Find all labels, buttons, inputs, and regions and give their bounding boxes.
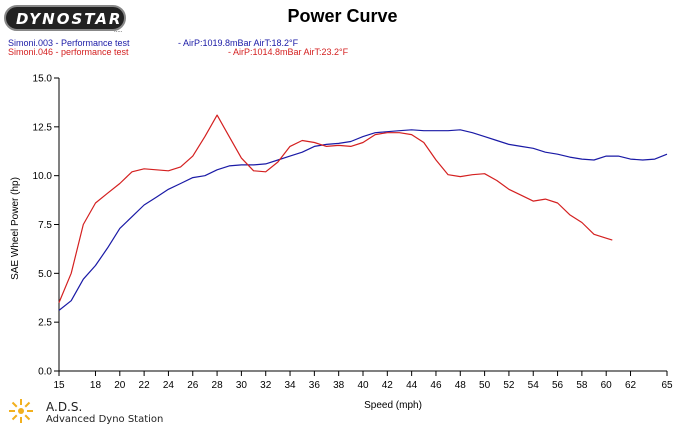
dynostar-logo: DYNOSTAR [4, 5, 126, 31]
x-tick-label: 26 [187, 380, 199, 391]
series-line-2 [58, 114, 613, 303]
x-tick-label: 32 [260, 380, 272, 391]
x-tick-label: 36 [309, 380, 321, 391]
x-tick-label: 18 [90, 380, 102, 391]
chart-series [58, 114, 668, 311]
x-tick-label: 65 [661, 380, 673, 391]
y-tick-label: 10.0 [33, 171, 53, 182]
series-line-1 [58, 129, 668, 311]
x-tick-label: 46 [430, 380, 442, 391]
x-tick-label: 28 [212, 380, 224, 391]
x-tick-label: 52 [503, 380, 515, 391]
y-tick-label: 2.5 [38, 318, 52, 329]
x-tick-label: 60 [601, 380, 613, 391]
x-tick-label: 54 [528, 380, 540, 391]
x-tick-label: 30 [236, 380, 248, 391]
x-tick-label: 40 [357, 380, 369, 391]
chart-axes: 0.0 2.5 5.0 7.5 10.0 12.5 15.0 15 18 20 22 24 26 28 30… [10, 74, 673, 412]
logo-subtext: ..... [114, 28, 123, 34]
x-tick-label: 38 [333, 380, 345, 391]
y-tick-label: 0.0 [38, 367, 52, 378]
run-2-air-conditions: - AirP:1014.8mBar AirT:23.2°F [228, 47, 349, 57]
x-tick-label: 58 [576, 380, 588, 391]
y-tick-label: 7.5 [38, 220, 52, 231]
x-tick-label: 20 [114, 380, 126, 391]
y-tick-label: 15.0 [33, 74, 53, 85]
x-tick-label: 48 [455, 380, 467, 391]
x-tick-label: 22 [139, 380, 151, 391]
x-tick-label: 15 [53, 380, 65, 391]
y-axis-label: SAE Wheel Power (hp) [10, 177, 21, 280]
x-tick-label: 34 [284, 380, 296, 391]
x-axis-label: Speed (mph) [364, 400, 422, 411]
ads-logo-icon [9, 399, 33, 423]
run-1-name: Simoni.003 - Performance test [8, 38, 130, 48]
x-tick-label: 50 [479, 380, 491, 391]
y-tick-label: 5.0 [38, 269, 52, 280]
x-tick-label: 24 [163, 380, 175, 391]
ads-brand-subtitle: Advanced Dyno Station [46, 414, 164, 425]
ads-brand-title: A.D.S. [46, 400, 83, 414]
run-1-air-conditions: - AirP:1019.8mBar AirT:18.2°F [178, 38, 299, 48]
x-tick-label: 42 [382, 380, 394, 391]
chart-title: Power Curve [287, 6, 398, 26]
run-2-name: Simoni.046 - performance test [8, 47, 129, 57]
x-tick-label: 44 [406, 380, 418, 391]
x-tick-label: 56 [552, 380, 564, 391]
y-tick-label: 12.5 [33, 122, 53, 133]
x-tick-label: 62 [625, 380, 637, 391]
logo-brand-text: DYNOSTAR [16, 10, 123, 28]
